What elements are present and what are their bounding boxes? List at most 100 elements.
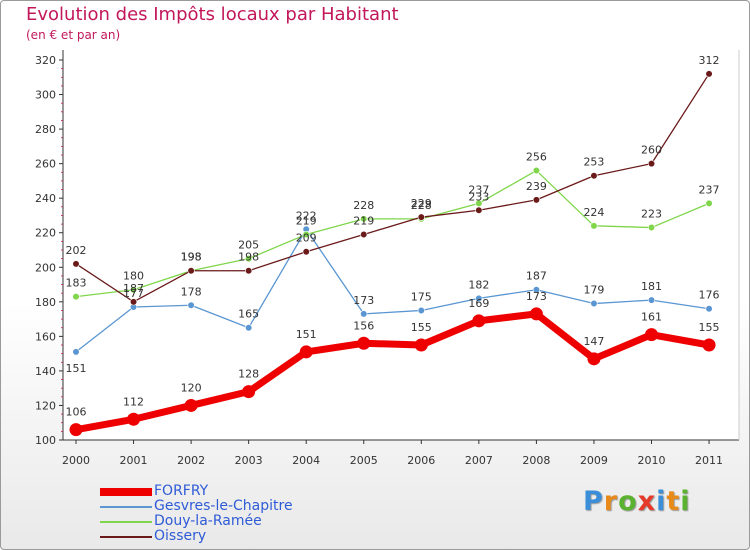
legend-swatch [100,536,152,538]
series-line-forfry [72,310,713,434]
data-label: 198 [181,251,202,264]
y-tick-label: 280 [35,123,56,136]
x-tick-label: 2005 [350,454,378,467]
data-label: 224 [583,206,604,219]
data-label: 175 [411,290,432,303]
data-point [475,199,483,207]
data-point [647,296,656,304]
data-point [705,70,713,78]
data-label: 177 [123,287,144,300]
data-label: 156 [353,319,374,332]
x-tick-label: 2007 [465,454,493,467]
data-label: 239 [526,180,547,193]
data-label: 237 [468,183,489,196]
y-tick-label: 220 [35,227,56,240]
data-point [72,293,80,301]
logo-letter: t [666,486,681,517]
legend-item: Oissery [100,528,360,544]
data-label: 256 [526,151,547,164]
data-label: 155 [699,321,720,334]
data-label: 222 [296,209,317,222]
data-point [587,352,601,366]
data-label: 180 [123,270,144,283]
data-label: 219 [296,214,317,227]
data-label: 260 [641,144,662,157]
data-label: 179 [583,284,604,297]
series-line-gesvres-le-chapitre [75,228,710,353]
x-tick-label: 2011 [695,454,723,467]
data-point [360,310,368,318]
data-point [299,345,313,359]
data-point [647,160,656,168]
data-label: 198 [181,251,202,264]
data-label: 237 [699,183,720,196]
data-point [645,328,658,342]
logo-letter: x [637,486,657,517]
data-point [129,298,138,306]
data-label: 173 [526,290,547,303]
chart-title: Evolution des Impôts locaux par Habitant [26,4,399,25]
data-point [360,215,368,223]
data-label: 233 [468,190,489,203]
y-tick-label: 100 [35,434,56,447]
data-point [245,267,253,275]
data-point [245,255,253,263]
data-label: 147 [583,335,604,348]
data-label: 176 [699,289,720,302]
data-label: 209 [296,232,317,245]
data-label: 182 [468,278,489,291]
logo-letter: o [618,486,638,517]
x-tick-label: 2002 [177,454,205,467]
data-point [72,348,80,356]
legend-label: Douy-la-Ramée [154,513,262,529]
legend-swatch [100,521,152,523]
data-label: 128 [238,368,259,381]
data-point [187,267,195,275]
data-label: 173 [353,294,374,307]
data-point [472,314,486,328]
plot-area [63,50,739,440]
legend-item: Douy-la-Ramée [100,513,360,529]
legend-label: Oissery [154,528,207,544]
data-label: 155 [411,321,432,334]
x-tick-label: 2003 [235,454,263,467]
x-tick-label: 2009 [580,454,608,467]
data-point [187,301,195,309]
x-tick-label: 2006 [407,454,435,467]
y-tick-label: 120 [35,399,56,412]
data-point [357,336,371,350]
data-label: 202 [66,244,87,257]
data-point [72,260,80,268]
x-tick-label: 2010 [638,454,666,467]
logo-letter: i [656,486,667,517]
data-point [242,385,256,399]
data-point [647,223,656,232]
legend-item: Gesvres-le-Chapitre [100,498,360,514]
data-label: 183 [66,277,87,290]
axes: 100 120 140 160 180 200 220 240 260 280 300 320 2000… [35,50,740,467]
data-point [529,307,543,321]
data-label: 165 [238,308,259,321]
x-tick-label: 2001 [120,454,148,467]
series-line-oissery [75,73,710,303]
data-point [705,305,713,313]
data-label: 169 [468,297,489,310]
data-point [302,248,310,256]
legend-label: Gesvres-le-Chapitre [154,498,293,514]
data-point [590,299,598,308]
data-label: 106 [66,406,87,419]
data-point [705,199,713,207]
y-tick-label: 240 [35,192,56,205]
y-tick-label: 200 [35,261,56,274]
data-point [475,206,483,214]
data-point [417,213,425,221]
data-label: 253 [583,156,604,169]
y-tick-label: 180 [35,296,56,309]
data-point [532,196,541,204]
data-point [360,230,368,239]
x-tick-label: 2008 [522,454,550,467]
data-label: 187 [526,270,547,283]
y-tick-label: 140 [35,365,56,378]
proxiti-logo: Proxiti [583,486,691,517]
